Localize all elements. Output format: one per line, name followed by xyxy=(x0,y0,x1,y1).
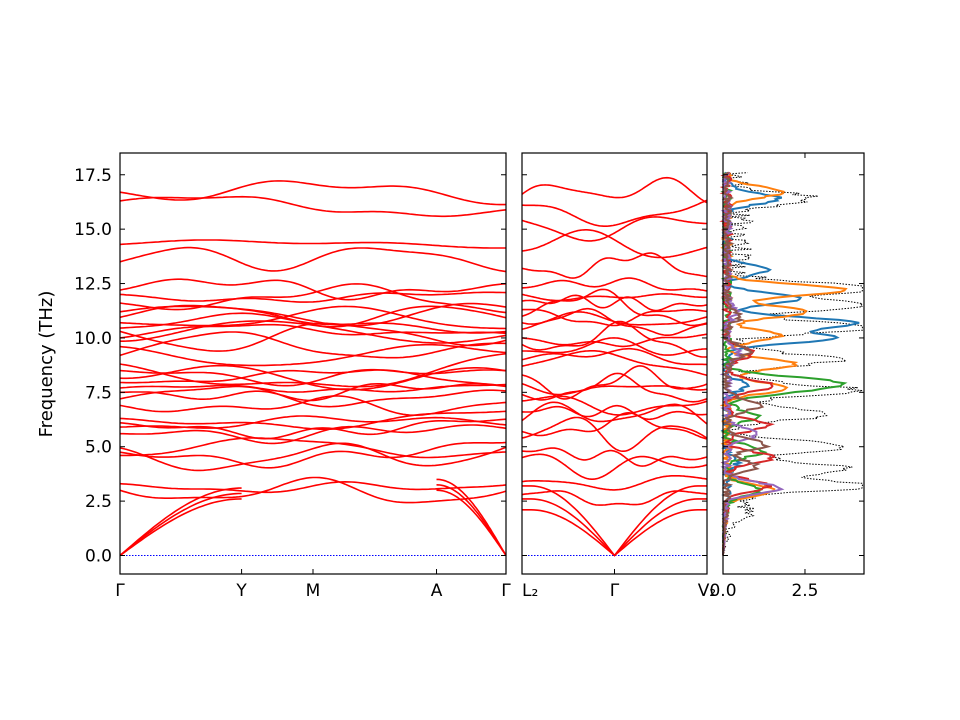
acoustic-branch xyxy=(119,492,242,557)
x-tick-label: V₂ xyxy=(698,581,716,601)
phonon-band xyxy=(521,176,708,204)
phonon-band xyxy=(521,401,708,425)
y-tick-label: 7.5 xyxy=(85,383,112,403)
acoustic-branch xyxy=(436,484,507,556)
phonon-band xyxy=(119,246,507,273)
total-dos-curve xyxy=(721,172,864,556)
phonon-band xyxy=(521,395,708,416)
acoustic-branch xyxy=(522,509,707,557)
y-tick-label: 15.0 xyxy=(74,220,112,240)
y-tick-label: 12.5 xyxy=(74,275,112,295)
phonon-band xyxy=(119,239,506,249)
phonon-band xyxy=(119,442,507,472)
phonon-band xyxy=(119,352,507,388)
band-lines xyxy=(119,180,507,557)
phonon-band xyxy=(119,283,507,314)
phonon-band xyxy=(120,424,507,445)
phonon-band xyxy=(119,383,507,393)
phonon-band xyxy=(521,416,708,452)
acoustic-branch xyxy=(436,478,507,556)
x-tick-label: 2.5 xyxy=(791,581,818,601)
partial-dos-curve xyxy=(720,171,772,556)
phonon-band xyxy=(119,291,507,303)
x-tick-label: Γ xyxy=(610,581,620,601)
phonon-band xyxy=(119,410,507,431)
acoustic-branch xyxy=(522,485,707,557)
x-tick-label: Γ xyxy=(115,581,125,601)
phonon-band xyxy=(119,476,507,504)
phonon-band xyxy=(522,404,708,421)
dos-curves xyxy=(719,171,864,556)
acoustic-branch xyxy=(436,489,507,556)
y-tick-label: 10.0 xyxy=(74,329,112,349)
phonon-band xyxy=(521,347,708,366)
acoustic-branch xyxy=(119,487,242,557)
phonon-band xyxy=(521,293,708,302)
phonon-band xyxy=(119,364,507,391)
phonon-band xyxy=(119,343,507,367)
y-tick-label: 2.5 xyxy=(85,492,112,512)
phonon-band xyxy=(120,437,507,459)
phonon-band xyxy=(119,305,507,330)
y-tick-label: 0.0 xyxy=(85,547,112,567)
phonon-band xyxy=(521,311,708,326)
x-tick-label: 0.0 xyxy=(709,581,736,601)
phonon-band xyxy=(119,180,506,206)
phonon-band xyxy=(521,372,708,403)
phonon-band xyxy=(119,302,507,327)
phonon-band xyxy=(119,322,507,352)
phonon-band xyxy=(522,337,707,356)
phonon-band xyxy=(521,277,708,292)
dos-panel: 0.0 2.5 xyxy=(709,152,865,601)
phonon-band xyxy=(521,365,708,400)
band-lines xyxy=(521,176,708,557)
phonon-band xyxy=(521,252,708,279)
phonon-band xyxy=(521,447,708,467)
phonon-band xyxy=(521,216,707,242)
phonon-band xyxy=(521,288,708,327)
y-tick-label: 17.5 xyxy=(74,166,112,186)
phonon-band xyxy=(119,323,507,339)
phonon-band xyxy=(522,199,708,227)
phonon-band xyxy=(521,333,708,348)
phonon-band xyxy=(119,441,507,469)
phonon-band xyxy=(521,308,708,327)
phonon-band xyxy=(119,278,507,301)
x-tick-label: M xyxy=(306,581,321,601)
x-tick-label: L₂ xyxy=(522,581,538,601)
phonon-band xyxy=(119,195,507,218)
phonon-band xyxy=(119,385,507,408)
axes-frame xyxy=(722,152,865,575)
phonon-band xyxy=(521,475,708,491)
x-tick-label: Γ xyxy=(501,581,511,601)
phonon-band xyxy=(119,331,507,359)
band-panel-1: 0.0 2.5 5.0 7.5 10.0 12.5 15.0 17.5 Γ Y M A Γ xyxy=(74,152,511,601)
phonon-band xyxy=(521,350,708,377)
phonon-band xyxy=(521,411,708,440)
band-panel-2: L₂ Γ V₂ xyxy=(521,152,716,601)
x-tick-label: Y xyxy=(235,581,247,601)
phonon-band xyxy=(521,229,708,259)
phonon-band xyxy=(119,369,507,388)
y-axis-label: Frequency (THz) xyxy=(36,291,57,438)
phonon-band xyxy=(521,453,708,480)
phonon-band xyxy=(119,480,507,494)
acoustic-branch xyxy=(522,498,707,557)
phonon-band xyxy=(119,312,507,334)
phonon-band xyxy=(119,368,507,387)
y-tick-label: 5.0 xyxy=(85,438,112,458)
phonon-band xyxy=(521,294,708,312)
acoustic-branch xyxy=(119,498,242,557)
x-tick-label: A xyxy=(431,581,443,601)
